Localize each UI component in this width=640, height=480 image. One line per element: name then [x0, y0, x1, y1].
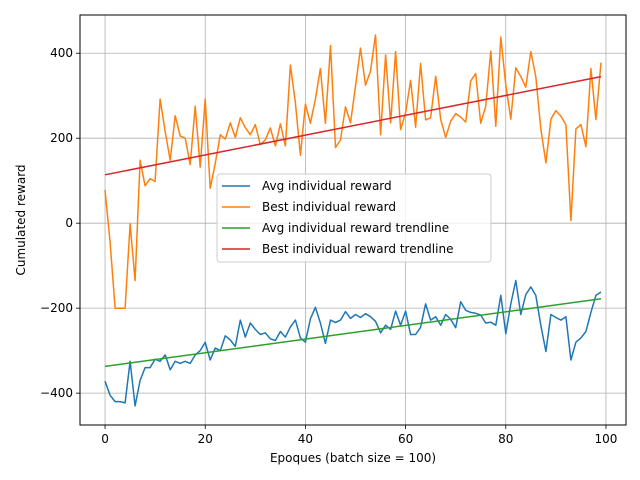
x-axis: 0 20 40 60 80 100: [101, 425, 617, 446]
series-line-1: [104, 279, 602, 407]
y-tick-label: 400: [50, 46, 73, 60]
legend-label-1: Avg individual reward: [262, 179, 392, 193]
y-axis: −400 −200 0 200 400: [40, 46, 80, 400]
x-tick-label: 0: [101, 432, 109, 446]
y-axis-title: Cumulated reward: [14, 164, 28, 275]
legend-label-4: Best individual reward trendline: [262, 242, 453, 256]
x-tick-label: 60: [398, 432, 413, 446]
x-tick-label: 80: [498, 432, 513, 446]
plot-area-frame: [79, 14, 627, 426]
legend-label-2: Best individual reward: [262, 200, 396, 214]
x-tick-label: 40: [298, 432, 313, 446]
x-tick-label: 20: [198, 432, 213, 446]
legend: Avg individual reward Best individual rew…: [216, 173, 492, 263]
series-line-2: [104, 34, 602, 309]
series-line-3: [104, 298, 602, 368]
y-tick-label: 200: [50, 131, 73, 145]
plot-lines: [104, 34, 602, 407]
y-tick-label: −200: [40, 301, 73, 315]
legend-box: [216, 173, 492, 263]
x-tick-label: 100: [595, 432, 618, 446]
legend-label-3: Avg individual reward trendline: [262, 221, 449, 235]
y-tick-label: −400: [40, 386, 73, 400]
y-tick-label: 0: [65, 216, 73, 230]
x-axis-title: Epoques (batch size = 100): [270, 451, 436, 465]
series-line-4: [104, 75, 602, 176]
